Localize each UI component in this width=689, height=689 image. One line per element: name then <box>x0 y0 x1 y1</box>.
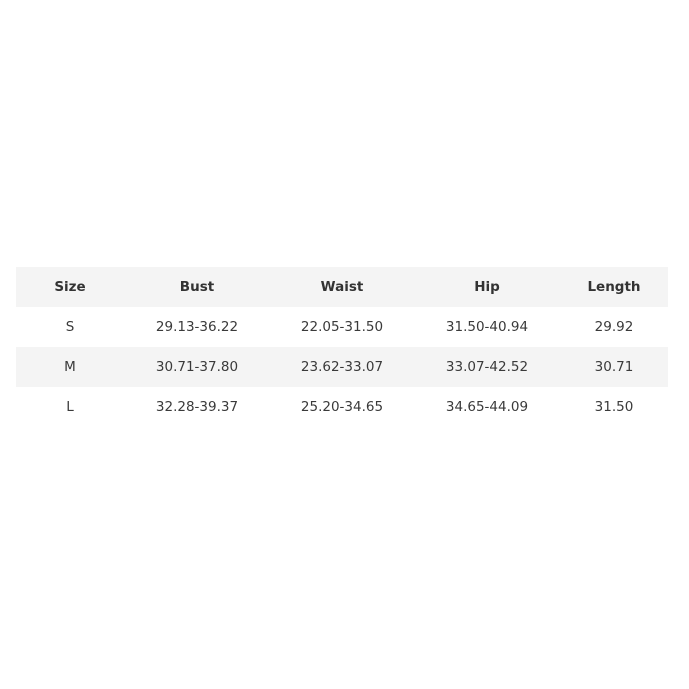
header-waist: Waist <box>320 279 364 295</box>
cell-hip: 34.65-44.09 <box>445 399 529 415</box>
header-length: Length <box>587 279 641 295</box>
cell-bust: 29.13-36.22 <box>155 319 239 335</box>
cell-size: M <box>64 359 76 375</box>
cell-size: S <box>65 319 75 335</box>
cell-bust: 32.28-39.37 <box>155 399 239 415</box>
table-row: L 32.28-39.37 25.20-34.65 34.65-44.09 31… <box>16 387 668 427</box>
cell-size: L <box>66 399 74 415</box>
cell-hip: 33.07-42.52 <box>445 359 529 375</box>
cell-waist: 25.20-34.65 <box>300 399 384 415</box>
table-row: S 29.13-36.22 22.05-31.50 31.50-40.94 29… <box>16 307 668 347</box>
cell-hip: 31.50-40.94 <box>445 319 529 335</box>
table-row: M 30.71-37.80 23.62-33.07 33.07-42.52 30… <box>16 347 668 387</box>
header-hip: Hip <box>474 279 500 295</box>
cell-length: 31.50 <box>594 399 634 415</box>
header-bust: Bust <box>179 279 215 295</box>
cell-waist: 22.05-31.50 <box>300 319 384 335</box>
size-chart-table: Size Bust Waist Hip Length S 29.13-36.22… <box>16 267 668 427</box>
cell-length: 30.71 <box>594 359 634 375</box>
header-row: Size Bust Waist Hip Length <box>16 267 668 307</box>
header-size: Size <box>54 279 86 295</box>
cell-length: 29.92 <box>594 319 634 335</box>
cell-waist: 23.62-33.07 <box>300 359 384 375</box>
cell-bust: 30.71-37.80 <box>155 359 239 375</box>
